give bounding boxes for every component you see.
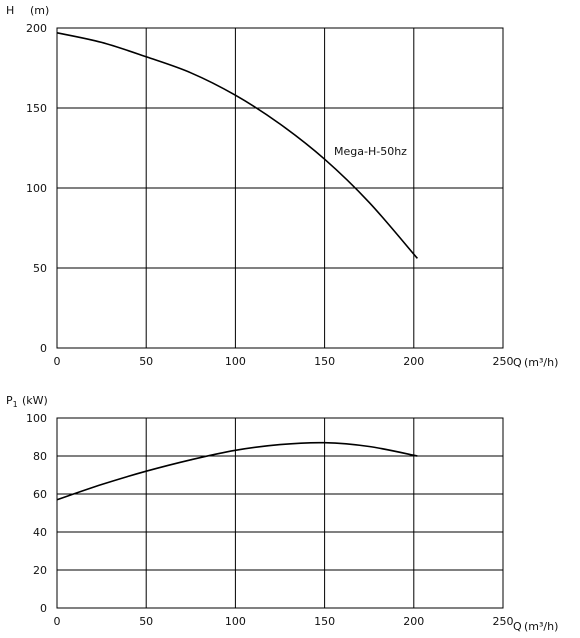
power-chart-grid	[57, 418, 503, 608]
head-chart-x-tick-label: 0	[54, 355, 61, 368]
power-chart-x-tick-label: 50	[139, 615, 153, 628]
power-chart-x-axis-label: Q	[513, 620, 522, 633]
power-chart-y-tick-label: 0	[40, 602, 47, 615]
power-chart-x-tick-label: 200	[403, 615, 424, 628]
head-chart: 0 50 100 150 200 250 0 50 100 150 200 H (m) Q (m³/…	[6, 4, 558, 369]
power-chart-x-axis-unit: (m³/h)	[524, 620, 558, 633]
power-chart-x-tick-label: 250	[493, 615, 514, 628]
power-chart: 0 50 100 150 200 250 0 20 40 60 80 100 P1 (kW) Q (m…	[6, 394, 558, 633]
power-curve-series	[56, 441, 418, 501]
head-chart-y-tick-label: 150	[26, 102, 47, 115]
power-chart-x-tick-label: 150	[314, 615, 335, 628]
head-curve-series	[56, 32, 419, 259]
head-curve-label: Mega-H-50hz	[334, 145, 407, 158]
head-chart-x-tick-label: 200	[403, 355, 424, 368]
power-chart-y-tick-label: 40	[33, 526, 47, 539]
head-chart-x-tick-label: 50	[139, 355, 153, 368]
head-chart-x-tick-label: 250	[493, 355, 514, 368]
power-axis-label-subscript: 1	[13, 400, 18, 409]
head-chart-x-axis-label: Q	[513, 356, 522, 369]
power-chart-y-tick-label: 60	[33, 488, 47, 501]
head-chart-y-tick-label: 200	[26, 22, 47, 35]
head-chart-frame	[56, 27, 504, 349]
head-axis-unit: (m)	[30, 4, 49, 17]
head-chart-y-tick-label: 50	[33, 262, 47, 275]
head-chart-x-tick-label: 150	[314, 355, 335, 368]
head-chart-x-tick-label: 100	[225, 355, 246, 368]
power-chart-y-tick-label: 20	[33, 564, 47, 577]
power-axis-label: P	[6, 394, 13, 407]
power-chart-ticks: 0 50 100 150 200 250 0 20 40 60 80 100	[26, 412, 514, 628]
head-chart-y-tick-label: 0	[40, 342, 47, 355]
power-chart-y-tick-label: 80	[33, 450, 47, 463]
head-chart-ticks: 0 50 100 150 200 250 0 50 100 150 200	[26, 22, 514, 368]
head-chart-x-axis-unit: (m³/h)	[524, 356, 558, 369]
power-axis-unit: (kW)	[22, 394, 48, 407]
power-chart-x-tick-label: 0	[54, 615, 61, 628]
power-chart-x-tick-label: 100	[225, 615, 246, 628]
head-chart-y-tick-label: 100	[26, 182, 47, 195]
head-chart-grid	[57, 28, 503, 348]
head-axis-label: H	[6, 4, 14, 17]
power-chart-frame	[56, 417, 504, 609]
power-axis-label-group: P1	[6, 394, 18, 409]
power-chart-y-tick-label: 100	[26, 412, 47, 425]
